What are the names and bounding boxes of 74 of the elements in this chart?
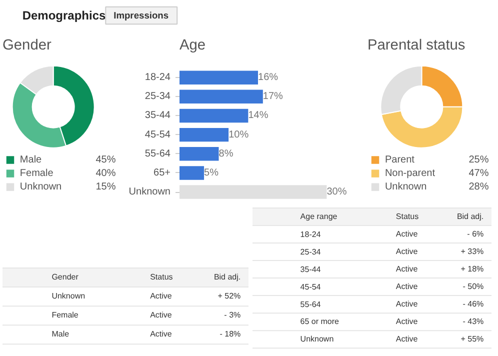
bar: [180, 185, 327, 199]
bar: [180, 70, 258, 84]
data-label: 16%: [258, 72, 278, 84]
text: Active: [396, 334, 418, 344]
legend-label: Unknown: [20, 182, 62, 193]
text: 35-44: [300, 264, 322, 274]
data-label: 15%: [96, 182, 116, 193]
text: Active: [396, 316, 418, 326]
bar: [180, 108, 248, 123]
data-label: 10%: [228, 129, 249, 140]
text: Active: [150, 292, 172, 301]
y-tick-label: 45-54: [144, 129, 171, 140]
y-tick-label: Unknown: [128, 186, 171, 198]
data-label: 45%: [96, 154, 116, 166]
text: Active: [396, 282, 418, 291]
data-label: 17%: [262, 91, 284, 102]
y-tick-label: 18-24: [144, 72, 171, 84]
text: + 52%: [218, 292, 241, 301]
bar: [180, 166, 204, 180]
text: 65 or more: [300, 316, 340, 326]
chart-title: Gender: [2, 38, 52, 54]
text: + 33%: [460, 246, 484, 256]
text: Active: [396, 299, 418, 308]
text: Gender: [52, 272, 79, 282]
text: 55-64: [300, 300, 322, 309]
text: Unknown: [300, 334, 334, 344]
text: - 46%: [462, 299, 484, 308]
text: Demographics: [22, 8, 106, 22]
legend-label: Non-parent: [384, 168, 436, 180]
text: Active: [396, 246, 418, 256]
chart-title: Parental status: [368, 38, 466, 54]
text: - 3%: [224, 310, 241, 320]
text: Status: [150, 272, 173, 282]
data-label: 47%: [468, 168, 489, 180]
text: - 6%: [467, 229, 484, 238]
data-label: 25%: [468, 154, 489, 166]
text: Age range: [300, 212, 338, 221]
legend-label: Parent: [384, 154, 415, 166]
legend-label: Unknown: [384, 182, 427, 193]
text: Active: [150, 310, 172, 320]
text: Status: [396, 212, 419, 221]
data-label: 40%: [96, 168, 116, 180]
legend-label: Female: [20, 168, 54, 180]
text: - 50%: [462, 282, 484, 291]
text: + 55%: [460, 334, 484, 344]
y-tick-label: 55-64: [144, 148, 171, 160]
text: 25-34: [300, 247, 322, 256]
text: 45-54: [300, 282, 322, 292]
data-label: 30%: [326, 186, 347, 198]
text: Active: [150, 330, 172, 339]
bar: [180, 90, 263, 104]
data-label: 5%: [204, 167, 219, 178]
text: Active: [396, 264, 418, 274]
data-label: 14%: [248, 110, 268, 122]
data-label: 8%: [218, 148, 234, 160]
chart-title: Age: [180, 38, 206, 54]
text: Female: [52, 310, 79, 320]
y-tick-label: 65+: [154, 167, 171, 178]
text: - 18%: [220, 330, 241, 339]
text: Active: [396, 229, 418, 238]
y-tick-label: 35-44: [144, 110, 171, 122]
bar: [180, 147, 219, 161]
y-tick-label: 25-34: [144, 91, 171, 102]
text: Bid adj.: [214, 272, 241, 282]
data-label: 28%: [468, 182, 489, 193]
text: Unknown: [52, 292, 86, 301]
text: - 43%: [462, 316, 484, 326]
text: Bid adj.: [456, 212, 484, 221]
text: + 18%: [460, 264, 484, 274]
text: Impressions: [114, 10, 169, 20]
text: Male: [52, 330, 70, 339]
legend-label: Male: [20, 154, 42, 166]
text: 18-24: [300, 230, 322, 239]
bar: [180, 128, 229, 142]
